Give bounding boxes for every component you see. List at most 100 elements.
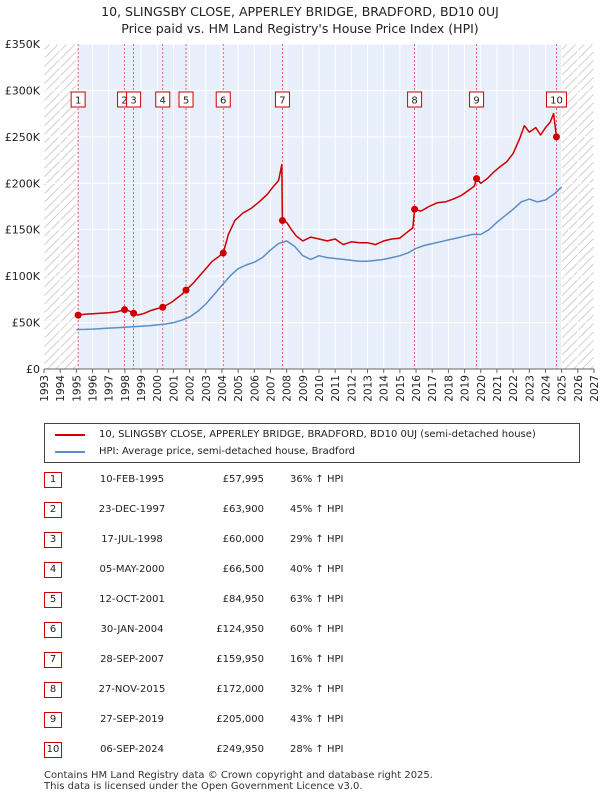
tx-number-badge: 7 (44, 652, 62, 668)
x-tick-label: 1996 (88, 375, 100, 402)
x-tick-label: 2026 (573, 375, 585, 402)
legend: 10, SLINGSBY CLOSE, APPERLEY BRIDGE, BRA… (44, 423, 580, 463)
tx-price: £172,000 (216, 684, 264, 695)
tx-date: 17-JUL-1998 (101, 534, 163, 545)
footer-line-1: Contains HM Land Registry data © Crown c… (44, 770, 433, 781)
tx-price: £205,000 (216, 714, 264, 725)
sale-marker-label: 1 (75, 96, 81, 107)
legend-label-price: 10, SLINGSBY CLOSE, APPERLEY BRIDGE, BRA… (99, 429, 536, 440)
tx-date: 27-SEP-2019 (100, 714, 164, 725)
sale-marker-4: 4 (155, 91, 171, 108)
table-row: 8 27-NOV-2015 £172,000 32% ↑ HPI (44, 680, 584, 700)
sale-marker-label: 2 (121, 96, 127, 107)
tx-hpi-change: 36% ↑ HPI (290, 474, 344, 485)
tx-number-badge: 5 (44, 592, 62, 608)
sale-marker-8: 8 (407, 91, 423, 108)
x-tick-label: 1999 (136, 375, 148, 402)
tx-price: £249,950 (216, 744, 264, 755)
y-tick-label: £100K (5, 270, 41, 283)
x-tick-label: 2013 (363, 375, 375, 402)
x-tick-label: 2020 (476, 375, 488, 402)
tx-hpi-change: 60% ↑ HPI (290, 624, 344, 635)
sale-marker-box (155, 91, 171, 108)
sale-marker-label: 6 (220, 96, 226, 107)
y-tick-label: £350K (5, 38, 41, 51)
sale-point (74, 311, 82, 319)
price-chart: 1 2 3 4 5 6 7 8 9 10 £0£50K£100K£150K£200K£250K£3… (5, 38, 600, 402)
x-tick-label: 2025 (557, 375, 569, 402)
y-tick-label: £150K (5, 224, 41, 237)
table-row: 6 30-JAN-2004 £124,950 60% ↑ HPI (44, 620, 584, 640)
tx-price: £124,950 (216, 624, 264, 635)
tx-number-badge: 2 (44, 502, 62, 518)
tx-date: 30-JAN-2004 (100, 624, 164, 635)
sale-marker-box (274, 91, 290, 108)
x-tick-label: 2017 (427, 375, 439, 402)
tx-hpi-change: 43% ↑ HPI (290, 714, 344, 725)
sale-marker-box (70, 91, 86, 108)
y-tick-label: £0 (26, 363, 40, 376)
x-tick-label: 2018 (443, 375, 455, 402)
tx-number-badge: 9 (44, 712, 62, 728)
footer-line-2: This data is licensed under the Open Gov… (44, 781, 363, 792)
shaded-region (78, 44, 562, 369)
x-tick-label: 1998 (120, 375, 132, 402)
sale-marker-box (407, 91, 423, 108)
y-tick-label: £200K (5, 177, 41, 190)
title-line-1: 10, SLINGSBY CLOSE, APPERLEY BRIDGE, BRA… (101, 4, 499, 19)
tx-hpi-change: 40% ↑ HPI (290, 564, 344, 575)
table-row: 1 10-FEB-1995 £57,995 36% ↑ HPI (44, 470, 584, 490)
x-tick-label: 2016 (411, 375, 423, 402)
tx-price: £159,950 (216, 654, 264, 665)
sale-marker-label: 7 (279, 96, 285, 107)
sale-point (182, 286, 190, 294)
tx-date: 27-NOV-2015 (98, 684, 166, 695)
sale-marker-box (126, 91, 142, 108)
x-tick-label: 2011 (330, 375, 342, 402)
y-tick-label: £50K (12, 317, 41, 330)
sale-marker-box (469, 91, 485, 108)
tx-date: 10-FEB-1995 (99, 474, 165, 485)
table-row: 3 17-JUL-1998 £60,000 29% ↑ HPI (44, 530, 584, 550)
x-tick-label: 2004 (217, 375, 229, 402)
x-tick-label: 2024 (540, 375, 552, 402)
sale-marker-label: 4 (160, 96, 166, 107)
tx-number-badge: 1 (44, 472, 62, 488)
tx-number-badge: 4 (44, 562, 62, 578)
sale-point (121, 306, 129, 314)
sale-marker-7: 7 (274, 91, 290, 108)
sale-marker-label: 9 (473, 96, 479, 107)
legend-swatch-price (55, 434, 85, 436)
x-tick-label: 2027 (589, 375, 600, 402)
x-tick-label: 2003 (201, 375, 213, 402)
tx-date: 06-SEP-2024 (100, 744, 164, 755)
tx-date: 05-MAY-2000 (99, 564, 165, 575)
x-tick-label: 1997 (104, 375, 116, 402)
sale-marker-label: 5 (183, 96, 189, 107)
footer: Contains HM Land Registry data © Crown c… (44, 770, 433, 792)
x-tick-label: 2015 (395, 375, 407, 402)
tx-price: £66,500 (222, 564, 264, 575)
tx-price: £63,900 (222, 504, 264, 515)
x-tick-label: 2002 (185, 375, 197, 402)
x-tick-label: 1993 (39, 375, 51, 402)
x-tick-label: 2007 (265, 375, 277, 402)
table-row: 4 05-MAY-2000 £66,500 40% ↑ HPI (44, 560, 584, 580)
sale-marker-label: 8 (411, 96, 417, 107)
sale-point (552, 133, 560, 141)
table-row: 9 27-SEP-2019 £205,000 43% ↑ HPI (44, 710, 584, 730)
tx-number-badge: 3 (44, 532, 62, 548)
table-row: 7 28-SEP-2007 £159,950 16% ↑ HPI (44, 650, 584, 670)
x-tick-label: 2019 (460, 375, 472, 402)
sale-marker-box (178, 91, 194, 108)
tx-hpi-change: 29% ↑ HPI (290, 534, 344, 545)
tx-date: 12-OCT-2001 (99, 594, 165, 605)
tx-price: £57,995 (222, 474, 264, 485)
x-tick-label: 2006 (249, 375, 261, 402)
legend-label-hpi: HPI: Average price, semi-detached house,… (99, 446, 355, 457)
sale-marker-label: 10 (550, 96, 563, 107)
tx-number-badge: 10 (44, 742, 62, 758)
x-tick-label: 2010 (314, 375, 326, 402)
tx-price: £60,000 (222, 534, 264, 545)
table-row: 2 23-DEC-1997 £63,900 45% ↑ HPI (44, 500, 584, 520)
